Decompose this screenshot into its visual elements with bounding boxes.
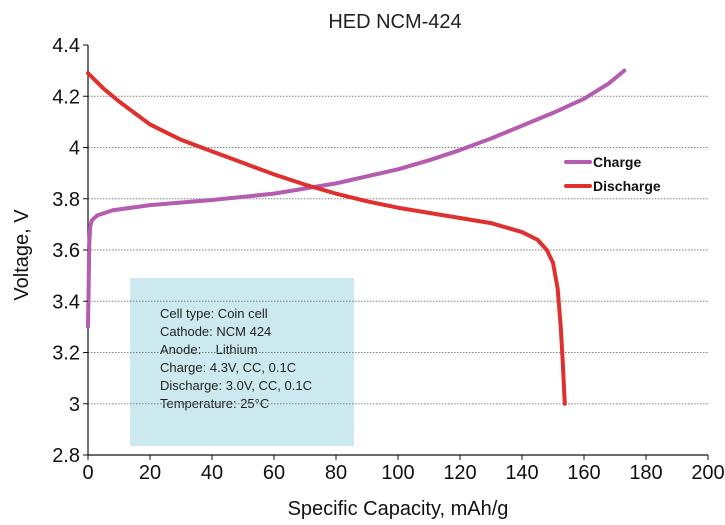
legend-discharge-label: Discharge xyxy=(593,178,661,194)
series-layer xyxy=(86,68,627,406)
info-line: Cathode: NCM 424 xyxy=(160,324,271,339)
legend-charge-label: Charge xyxy=(593,154,641,170)
info-line: Anode: Lithium xyxy=(160,342,258,357)
charge-series-line xyxy=(86,68,627,329)
y-tick-label: 3.8 xyxy=(52,189,80,211)
y-tick-label: 3.6 xyxy=(52,240,80,262)
y-tick-label: 3 xyxy=(69,394,80,416)
x-tick-label: 140 xyxy=(505,462,538,484)
x-tick-label: 40 xyxy=(201,462,223,484)
y-tick-label: 3.4 xyxy=(52,291,80,313)
info-box xyxy=(130,278,354,446)
info-line: Discharge: 3.0V, CC, 0.1C xyxy=(160,378,312,393)
info-box-lines: Cell type: Coin cell Cathode: NCM 424 An… xyxy=(160,306,312,411)
x-tick-label: 200 xyxy=(691,462,724,484)
y-tick-label: 3.2 xyxy=(52,343,80,365)
y-axis-label: Voltage, V xyxy=(11,209,33,301)
x-tick-label: 100 xyxy=(381,462,414,484)
tick-layer: 2.8 3 3.2 3.4 3.6 3.8 4 4.2 4.4 0 20 40 60 80 100 120 14… xyxy=(52,35,725,484)
y-tick-label: 4 xyxy=(69,138,80,160)
chart-title: HED NCM-424 xyxy=(328,11,461,33)
y-tick-label: 4.4 xyxy=(52,35,80,57)
x-tick-label: 0 xyxy=(82,462,93,484)
x-tick-label: 120 xyxy=(443,462,476,484)
x-tick-label: 180 xyxy=(629,462,662,484)
discharge-series-line xyxy=(86,71,567,406)
x-tick-label: 20 xyxy=(139,462,161,484)
legend: Charge Discharge xyxy=(564,154,661,194)
x-axis-label: Specific Capacity, mAh/g xyxy=(288,498,509,520)
grid-layer xyxy=(88,95,708,405)
x-tick-label: 80 xyxy=(325,462,347,484)
y-tick-label: 4.2 xyxy=(52,86,80,108)
info-line: Charge: 4.3V, CC, 0.1C xyxy=(160,360,296,375)
x-tick-label: 60 xyxy=(263,462,285,484)
info-line: Cell type: Coin cell xyxy=(160,306,268,321)
x-tick-label: 160 xyxy=(567,462,600,484)
y-tick-label: 2.8 xyxy=(52,445,80,467)
